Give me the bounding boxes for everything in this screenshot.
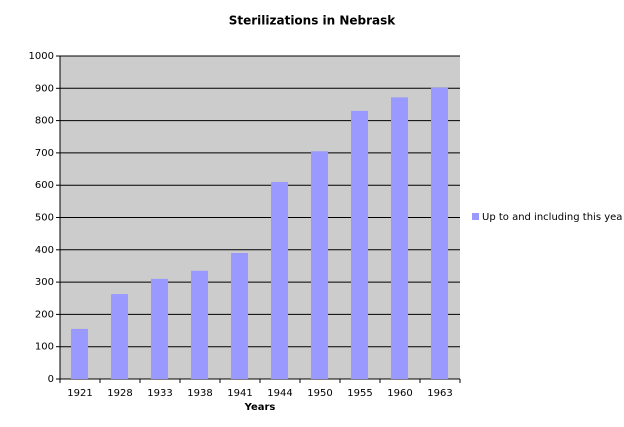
y-tick-label: 600	[35, 180, 54, 191]
bar	[431, 87, 448, 380]
bar	[71, 328, 88, 379]
bar	[311, 151, 328, 379]
x-tick-label: 1941	[227, 388, 252, 399]
x-tick-label: 1955	[347, 388, 372, 399]
legend-swatch	[472, 213, 479, 220]
y-tick-label: 0	[48, 374, 54, 385]
x-axis-title: Years	[244, 402, 276, 413]
bar	[271, 181, 288, 379]
bar	[191, 270, 208, 379]
y-tick-label: 100	[35, 342, 54, 353]
x-tick-label: 1963	[427, 388, 452, 399]
x-tick-label: 1938	[187, 388, 212, 399]
y-tick-label: 700	[35, 148, 54, 159]
legend-label: Up to and including this yea	[482, 212, 622, 223]
bar	[391, 97, 408, 380]
x-tick-label: 1960	[387, 388, 412, 399]
bar	[351, 110, 368, 379]
x-tick-label: 1944	[267, 388, 292, 399]
chart-title: Sterilizations in Nebrask	[229, 14, 397, 28]
y-tick-label: 300	[35, 277, 54, 288]
y-tick-label: 500	[35, 213, 54, 224]
bar	[231, 253, 248, 379]
y-tick-label: 400	[35, 245, 54, 256]
y-tick-label: 1000	[29, 51, 54, 62]
x-tick-label: 1933	[147, 388, 172, 399]
y-tick-label: 200	[35, 309, 54, 320]
y-tick-label: 900	[35, 83, 54, 94]
x-tick-label: 1950	[307, 388, 332, 399]
bar	[151, 278, 168, 379]
x-tick-label: 1928	[107, 388, 132, 399]
y-tick-label: 800	[35, 116, 54, 127]
bar	[111, 294, 128, 379]
x-tick-label: 1921	[67, 388, 92, 399]
